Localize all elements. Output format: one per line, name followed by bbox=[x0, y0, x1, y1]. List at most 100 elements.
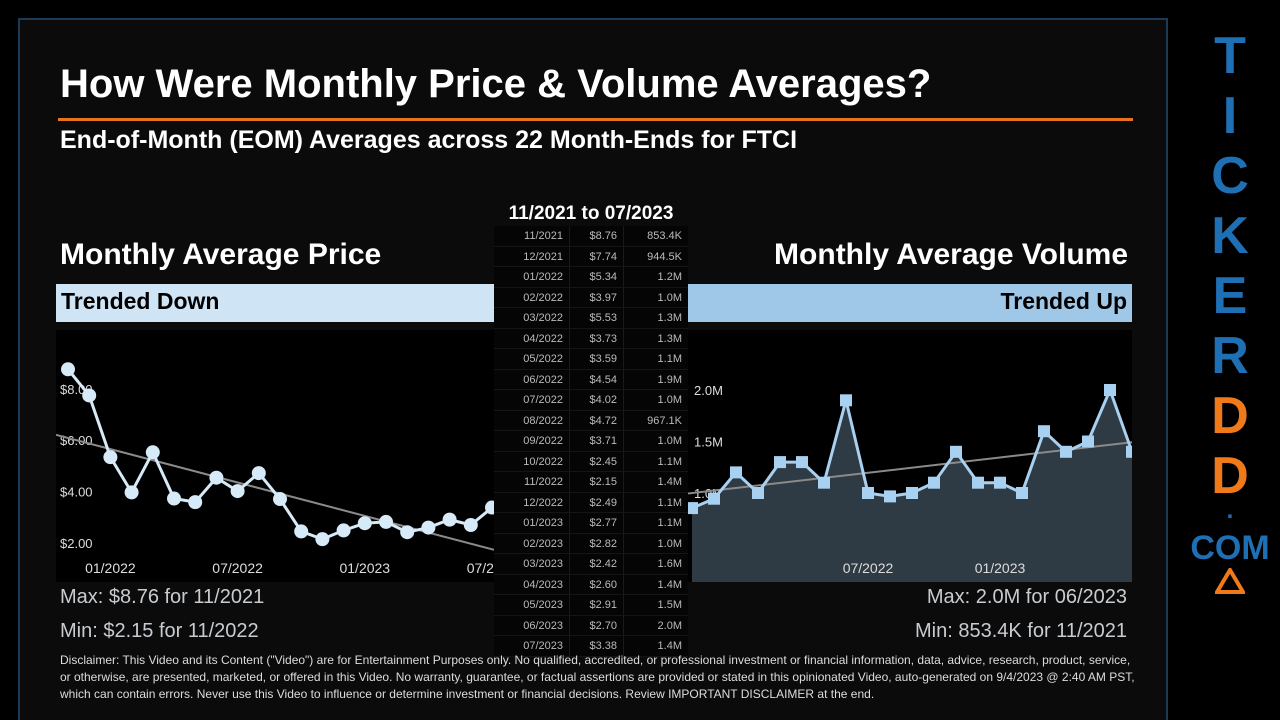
table-row: 10/2022 $2.45 1.1M bbox=[494, 451, 688, 472]
table-cell: 07/2022 bbox=[494, 390, 570, 410]
data-point bbox=[273, 492, 287, 507]
table-cell: $5.53 bbox=[570, 308, 624, 328]
data-point bbox=[928, 476, 940, 489]
table-row: 08/2022 $4.72 967.1K bbox=[494, 410, 688, 431]
data-point bbox=[1016, 487, 1028, 499]
table-cell: 967.1K bbox=[647, 414, 682, 427]
table-cell: 02/2023 bbox=[494, 533, 570, 553]
table-cell: $4.54 bbox=[570, 369, 624, 389]
table-row: 01/2022 $5.34 1.2M bbox=[494, 267, 688, 288]
brand-letter: E bbox=[1212, 267, 1248, 325]
table-row: 03/2022 $5.53 1.3M bbox=[494, 308, 688, 329]
table-cell: $3.38 bbox=[570, 636, 624, 656]
brand-letter: I bbox=[1222, 87, 1238, 145]
table-cell: 1.0M bbox=[657, 394, 682, 406]
brand-letter: K bbox=[1211, 207, 1249, 265]
data-point bbox=[862, 487, 874, 499]
x-tick-label: 07/2022 bbox=[843, 560, 894, 576]
table-cell: 1.0M bbox=[657, 537, 682, 550]
table-cell: 1.6M bbox=[657, 558, 682, 570]
area-fill bbox=[692, 390, 1132, 582]
table-cell: 07/2023 bbox=[494, 636, 570, 656]
table-row: 12/2021 $7.74 944.5K bbox=[494, 246, 688, 267]
table-cell: $3.59 bbox=[570, 349, 624, 369]
table-row: 04/2022 $3.73 1.3M bbox=[494, 328, 688, 349]
data-point bbox=[209, 470, 224, 485]
data-point bbox=[708, 492, 720, 505]
table-cell: $2.82 bbox=[570, 533, 624, 553]
table-row: 05/2023 $2.91 1.5M bbox=[494, 595, 688, 616]
data-point bbox=[167, 491, 181, 506]
data-point bbox=[774, 456, 786, 469]
volume-heading: Monthly Average Volume bbox=[774, 238, 1128, 271]
table-cell: 1.4M bbox=[657, 640, 682, 652]
price-chart: $2.00$4.00$6.00$8.0001/202207/202201/202… bbox=[56, 330, 494, 582]
x-tick-label: 01/2023 bbox=[975, 560, 1026, 576]
data-point bbox=[752, 487, 764, 499]
y-tick-label: 1.5M bbox=[694, 435, 723, 450]
price-heading: Monthly Average Price bbox=[60, 238, 382, 271]
data-point bbox=[688, 502, 698, 515]
table-cell: 11/2021 bbox=[494, 226, 570, 246]
table-row: 06/2023 $2.70 2.0M bbox=[494, 615, 688, 636]
data-point bbox=[188, 495, 203, 510]
page-title: How Were Monthly Price & Volume Averages… bbox=[60, 62, 932, 106]
data-point bbox=[336, 523, 351, 538]
table-cell: $8.76 bbox=[570, 226, 624, 246]
brand-dot: . bbox=[1226, 497, 1234, 524]
table-row: 04/2023 $2.60 1.4M bbox=[494, 574, 688, 595]
data-point bbox=[884, 490, 896, 503]
table-cell: 1.4M bbox=[657, 578, 682, 591]
data-point bbox=[1126, 445, 1132, 458]
table-cell: $3.73 bbox=[570, 328, 624, 348]
table-cell: $2.42 bbox=[570, 554, 624, 574]
table-cell: 04/2022 bbox=[494, 328, 570, 348]
brand-letter: T bbox=[1214, 27, 1246, 85]
table-cell: 10/2022 bbox=[494, 451, 570, 471]
data-point bbox=[82, 388, 97, 403]
table-row: 11/2021 $8.76 853.4K bbox=[494, 226, 688, 247]
data-point bbox=[994, 476, 1006, 489]
table-cell: 1.1M bbox=[657, 517, 682, 529]
data-point bbox=[463, 518, 478, 533]
data-point bbox=[379, 514, 393, 529]
table-cell: 08/2022 bbox=[494, 410, 570, 430]
brand-letter: C bbox=[1211, 147, 1249, 205]
warning-triangle-icon bbox=[1213, 566, 1247, 594]
table-cell: 944.5K bbox=[647, 250, 682, 263]
table-cell: 02/2022 bbox=[494, 287, 570, 307]
data-point bbox=[442, 512, 457, 527]
brand-letter: D bbox=[1211, 447, 1249, 505]
table-cell: 01/2022 bbox=[494, 267, 570, 287]
table-cell: 1.3M bbox=[657, 332, 682, 345]
data-point bbox=[294, 524, 309, 539]
price-trend-banner: Trended Down bbox=[56, 284, 494, 322]
brand-logo: T I C K E R D D. COM bbox=[1180, 26, 1280, 599]
table-cell: 1.9M bbox=[657, 373, 682, 386]
table-cell: 853.4K bbox=[647, 230, 682, 242]
data-point bbox=[315, 532, 330, 547]
table-cell: 1.5M bbox=[657, 599, 682, 611]
price-min: Min: $2.15 for 11/2022 bbox=[60, 620, 259, 642]
data-point bbox=[485, 500, 494, 515]
table-cell: $3.71 bbox=[570, 431, 624, 451]
volume-min: Min: 853.4K for 11/2021 bbox=[915, 620, 1127, 642]
table-cell: $2.15 bbox=[570, 472, 624, 492]
brand-letter: D bbox=[1211, 387, 1249, 445]
data-point bbox=[1060, 445, 1072, 458]
x-tick-label: 07/2023 bbox=[467, 560, 494, 576]
table-row: 05/2022 $3.59 1.1M bbox=[494, 349, 688, 370]
table-cell: $2.49 bbox=[570, 492, 624, 512]
table-cell: 04/2023 bbox=[494, 574, 570, 594]
table-cell: $2.45 bbox=[570, 451, 624, 471]
table-cell: $5.34 bbox=[570, 267, 624, 287]
table-cell: 2.0M bbox=[657, 619, 682, 632]
data-point bbox=[124, 485, 139, 500]
table-row: 07/2023 $3.38 1.4M bbox=[494, 636, 688, 657]
table-cell: 1.4M bbox=[657, 476, 682, 488]
data-point bbox=[1038, 425, 1050, 438]
data-point bbox=[357, 516, 372, 531]
data-point bbox=[730, 466, 742, 479]
volume-trend-banner: Trended Up bbox=[688, 284, 1132, 322]
